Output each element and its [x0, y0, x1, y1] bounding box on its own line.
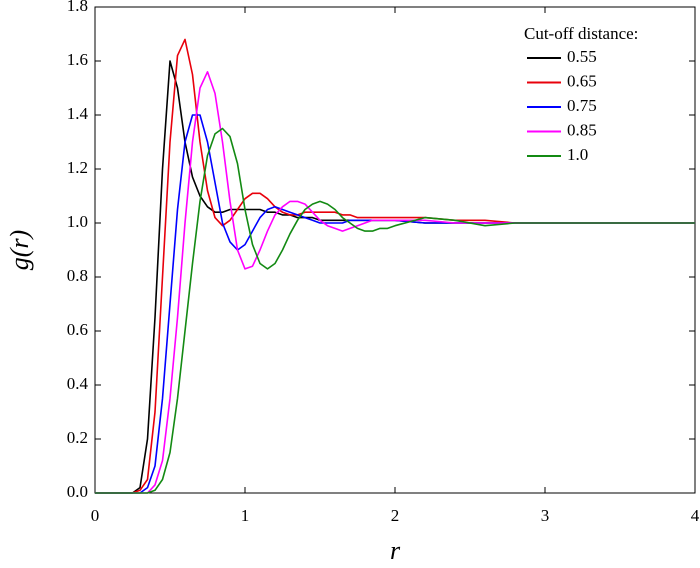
y-tick-label: 1.0 [67, 212, 88, 231]
series-line [95, 127, 695, 494]
y-axis-title: g(r) [5, 230, 34, 270]
x-axis-title: r [390, 536, 401, 565]
plot-frame [94, 6, 696, 494]
series-line [95, 114, 695, 494]
legend-label: 0.75 [567, 96, 597, 115]
x-tick-label: 0 [91, 506, 100, 525]
legend-label: 1.0 [567, 145, 588, 164]
y-tick-label: 0.0 [67, 482, 88, 501]
y-tick-label: 1.6 [67, 50, 88, 69]
series-line [95, 60, 695, 494]
legend-label: 0.55 [567, 47, 597, 66]
series-line [95, 71, 695, 494]
y-tick-label: 1.2 [67, 158, 88, 177]
y-tick-label: 1.4 [67, 104, 89, 123]
y-tick-label: 1.8 [67, 0, 88, 15]
legend-title: Cut-off distance: [524, 24, 638, 43]
x-tick-label: 2 [391, 506, 400, 525]
x-tick-label: 3 [541, 506, 550, 525]
y-tick-label: 0.2 [67, 428, 88, 447]
y-tick-label: 0.6 [67, 320, 88, 339]
series-line [95, 38, 695, 494]
y-tick-label: 0.4 [67, 374, 89, 393]
x-tick-label: 1 [241, 506, 250, 525]
legend-label: 0.65 [567, 71, 597, 90]
y-tick-label: 0.8 [67, 266, 88, 285]
legend-label: 0.85 [567, 120, 597, 139]
x-tick-label: 4 [691, 506, 700, 525]
